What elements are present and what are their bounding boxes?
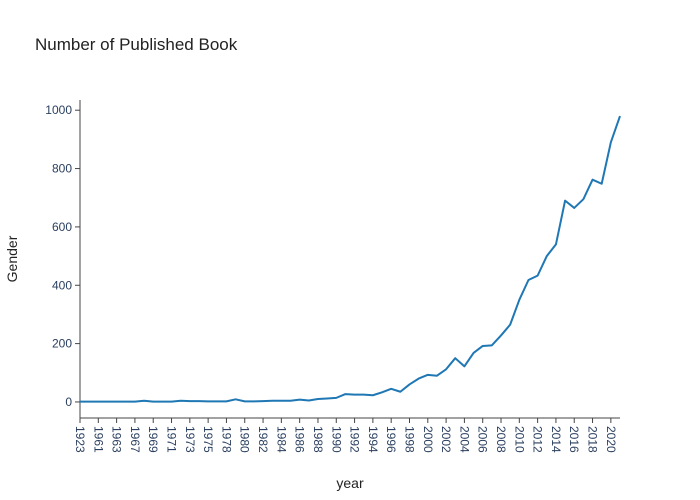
y-axis-title: Gender (4, 235, 20, 282)
x-tick-label: 1982 (256, 426, 270, 453)
x-tick-label: 1996 (384, 426, 398, 453)
x-tick-label: 1923 (73, 426, 87, 453)
x-tick-label: 2014 (549, 426, 563, 453)
x-tick-label: 2002 (439, 426, 453, 453)
x-tick-label: 1973 (183, 426, 197, 453)
x-tick-label: 2016 (567, 426, 581, 453)
x-tick-label: 2006 (476, 426, 490, 453)
data-line (80, 115, 621, 403)
x-tick-label: 1971 (165, 426, 179, 453)
x-tick-label: 1984 (274, 426, 288, 453)
x-tick-label: 1963 (110, 426, 124, 453)
x-tick-label: 1969 (146, 426, 160, 453)
x-tick-label: 1992 (348, 426, 362, 453)
chart-title: Number of Published Book (35, 35, 238, 54)
y-tick-label: 1000 (45, 103, 72, 117)
x-tick-label: 2012 (531, 426, 545, 453)
x-tick-label: 1990 (329, 426, 343, 453)
x-tick-label: 1975 (201, 426, 215, 453)
y-tick-label: 0 (65, 395, 72, 409)
y-tick-label: 400 (52, 278, 72, 292)
x-tick-label: 2020 (604, 426, 618, 453)
x-tick-label: 1978 (219, 426, 233, 453)
y-tick-label: 600 (52, 220, 72, 234)
x-tick-label: 1988 (311, 426, 325, 453)
x-tick-label: 1994 (366, 426, 380, 453)
x-tick-label: 1980 (238, 426, 252, 453)
x-tick-label: 2008 (494, 426, 508, 453)
y-tick-label: 800 (52, 162, 72, 176)
x-tick-label: 1961 (91, 426, 105, 453)
x-tick-label: 2010 (512, 426, 526, 453)
x-tick-label: 2018 (586, 426, 600, 453)
x-tick-label: 2004 (457, 426, 471, 453)
x-tick-label: 1967 (128, 426, 142, 453)
x-tick-label: 2000 (421, 426, 435, 453)
x-tick-label: 1986 (293, 426, 307, 453)
y-tick-label: 200 (52, 337, 72, 351)
x-axis-title: year (336, 475, 364, 491)
x-tick-label: 1998 (402, 426, 416, 453)
